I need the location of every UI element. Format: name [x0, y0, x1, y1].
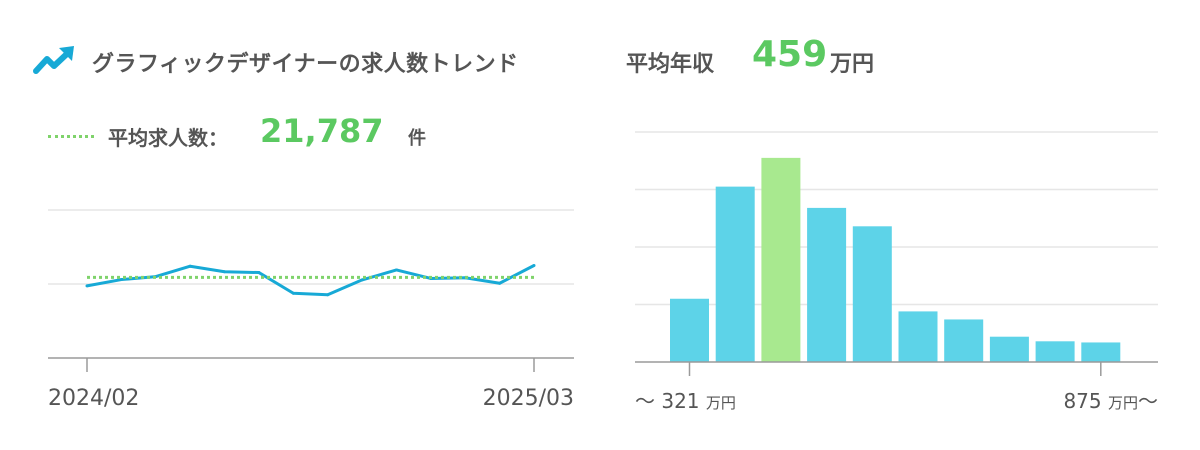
- histogram-bar: [1035, 341, 1075, 362]
- job-count-point: [498, 281, 502, 285]
- job-count-point: [326, 293, 330, 297]
- job-count-point: [360, 278, 364, 282]
- average-legend-value: 21,787: [260, 112, 384, 150]
- job-count-point: [532, 264, 536, 267]
- average-legend-unit: 件: [408, 128, 426, 149]
- x-tick-label: 2024/02: [48, 386, 139, 411]
- histogram-bar: [852, 226, 892, 362]
- histogram-bar: [807, 207, 847, 362]
- job-count-series-line: [86, 264, 535, 297]
- x-tick-label: 〜 321 万円: [635, 389, 736, 413]
- histogram-bar: [944, 319, 984, 362]
- x-tick-label: 875 万円〜: [1063, 389, 1158, 413]
- job-count-point: [188, 264, 192, 268]
- average-legend: 平均求人数： 21,787 件: [48, 112, 548, 160]
- average-salary-value: 459: [752, 34, 828, 75]
- average-legend-swatch: [48, 135, 94, 138]
- job-count-line-chart: 2024/02 2025/03: [48, 209, 574, 411]
- job-count-point: [257, 271, 261, 275]
- average-salary-unit: 万円: [830, 52, 875, 77]
- histogram-bar: [989, 336, 1029, 362]
- job-count-point: [394, 268, 398, 272]
- job-count-point: [291, 291, 295, 295]
- job-count-point: [223, 270, 227, 274]
- histogram-bar: [670, 298, 709, 362]
- job-count-point: [119, 278, 123, 282]
- trending-up-icon: [33, 46, 74, 74]
- x-tick-label: 2025/03: [483, 386, 574, 411]
- histogram-bar: [1081, 342, 1121, 362]
- histogram-bar-highlight: [761, 157, 801, 362]
- average-legend-label: 平均求人数：: [108, 126, 228, 150]
- average-salary-label: 平均年収: [626, 52, 715, 77]
- histogram-bar: [715, 186, 755, 362]
- chart-header: グラフィックデザイナーの求人数トレンド 平均年収 459 万円: [32, 34, 1172, 84]
- chart-title: グラフィックデザイナーの求人数トレンド: [92, 52, 519, 77]
- salary-histogram: 〜 321 万円 875 万円〜: [635, 131, 1158, 413]
- job-count-point: [85, 284, 89, 288]
- histogram-bar: [898, 311, 938, 362]
